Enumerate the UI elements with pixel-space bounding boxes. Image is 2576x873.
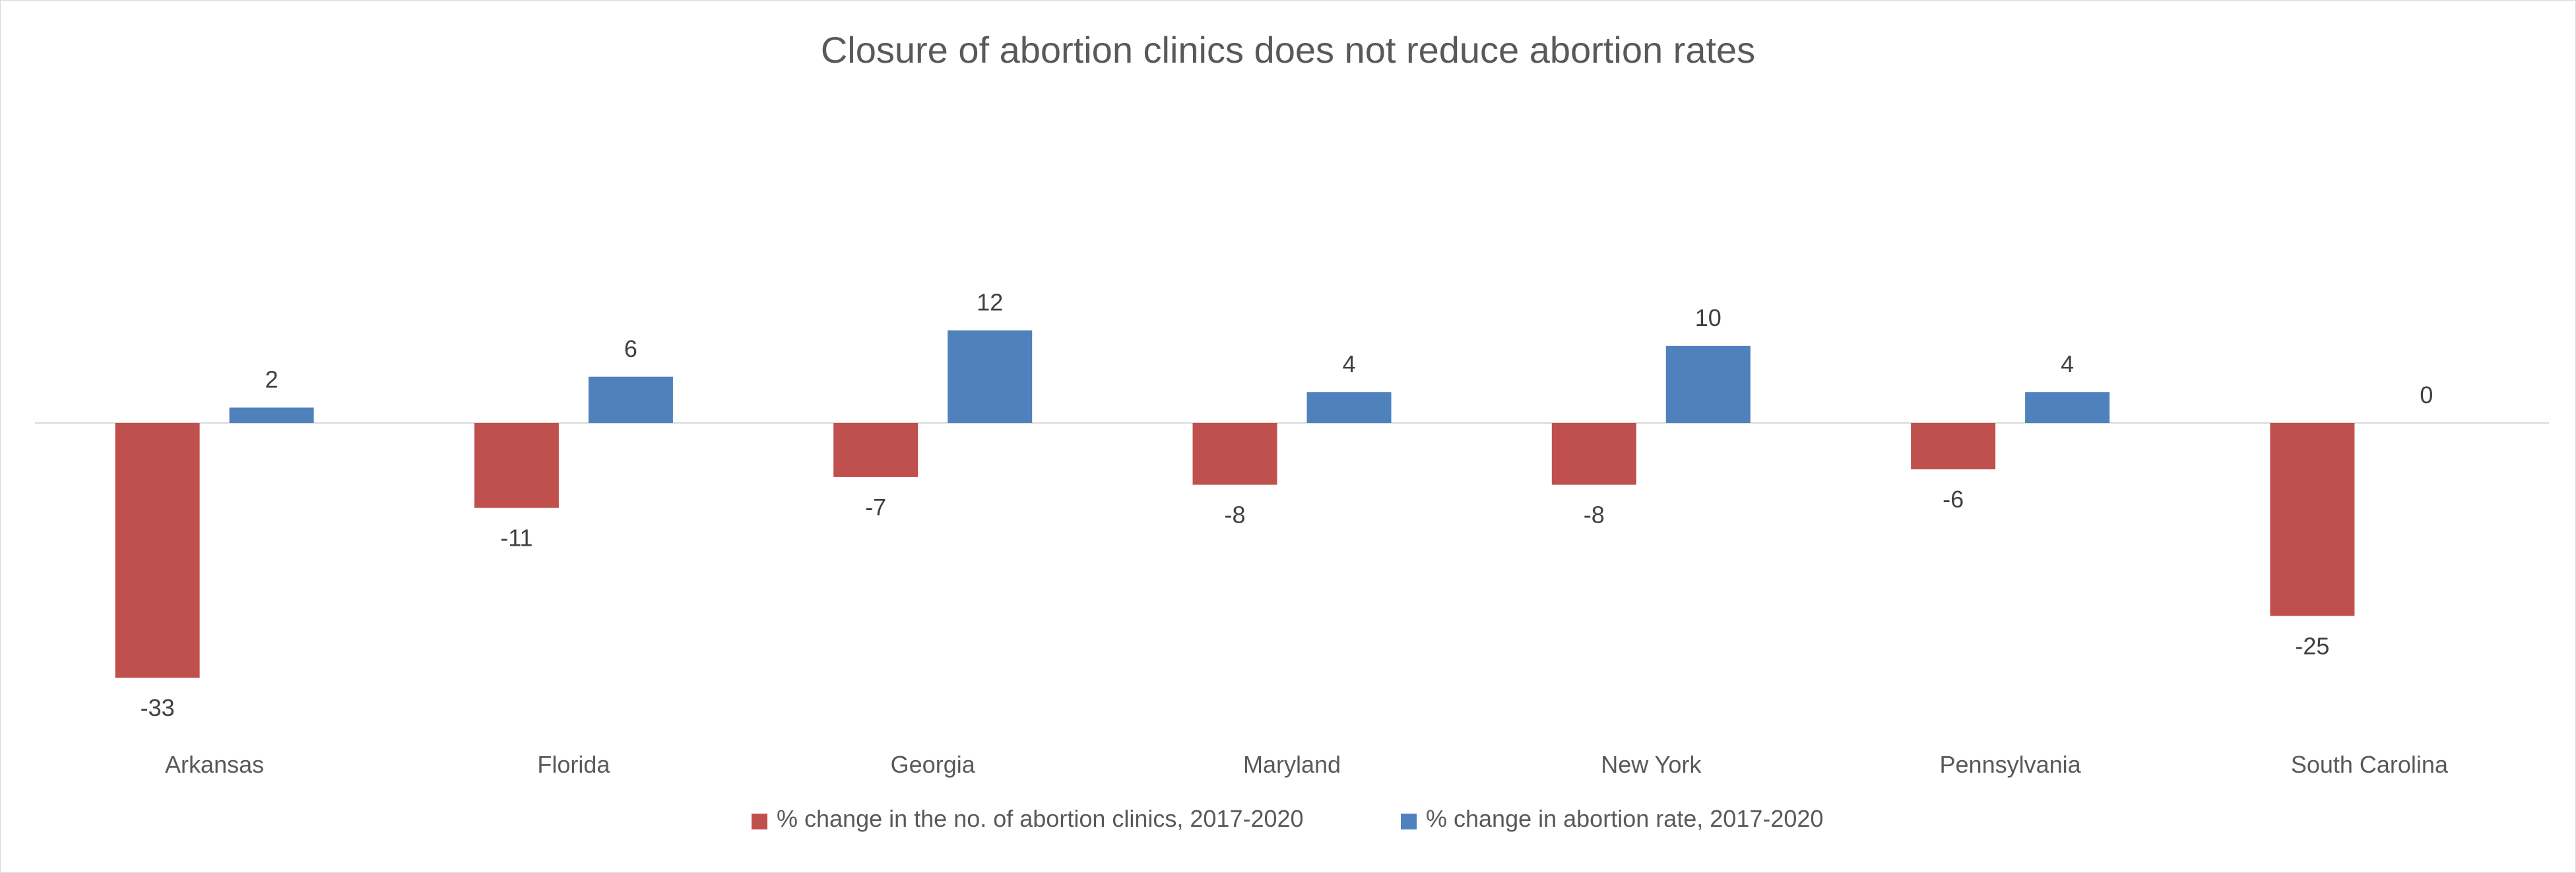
data-label-south-carolina-series-2: 0 bbox=[2420, 381, 2433, 408]
data-label-arkansas-series-2: 2 bbox=[265, 366, 278, 393]
bar-maryland-series-2 bbox=[1306, 392, 1392, 423]
chart-title: Closure of abortion clinics does not red… bbox=[821, 29, 1755, 71]
bar-south-carolina-series-1 bbox=[2270, 423, 2355, 616]
legend-swatch-series-1 bbox=[752, 814, 767, 829]
data-labels-layer: -33 2 -11 6 -7 12 -8 4 -8 10 -6 4 -25 0 bbox=[141, 289, 2433, 721]
data-label-arkansas-series-1: -33 bbox=[141, 694, 175, 721]
data-label-maryland-series-1: -8 bbox=[1224, 501, 1245, 529]
category-label-pennsylvania: Pennsylvania bbox=[1940, 751, 2082, 778]
bar-maryland-series-1 bbox=[1192, 423, 1277, 485]
category-label-new-york: New York bbox=[1601, 751, 1702, 778]
data-label-florida-series-2: 6 bbox=[624, 335, 637, 362]
data-label-new-york-series-1: -8 bbox=[1584, 501, 1605, 529]
bar-pennsylvania-series-1 bbox=[1911, 423, 1996, 470]
bar-georgia-series-2 bbox=[948, 330, 1033, 423]
legend-swatch-series-2 bbox=[1401, 814, 1417, 829]
data-label-south-carolina-series-1: -25 bbox=[2295, 632, 2329, 659]
category-labels-layer: Arkansas Florida Georgia Maryland New York Pe… bbox=[165, 751, 2449, 778]
bar-new-york-series-2 bbox=[1665, 346, 1751, 423]
bar-florida-series-1 bbox=[474, 423, 559, 508]
bar-pennsylvania-series-2 bbox=[2025, 392, 2110, 423]
data-label-georgia-series-2: 12 bbox=[977, 289, 1003, 316]
data-label-pennsylvania-series-2: 4 bbox=[2061, 350, 2074, 377]
data-label-georgia-series-1: -7 bbox=[865, 494, 886, 521]
bar-florida-series-2 bbox=[588, 376, 673, 423]
data-label-maryland-series-2: 4 bbox=[1342, 350, 1355, 377]
legend: % change in the no. of abortion clinics,… bbox=[752, 805, 1823, 832]
legend-label-series-2: % change in abortion rate, 2017-2020 bbox=[1426, 805, 1823, 832]
bar-georgia-series-1 bbox=[833, 423, 918, 477]
bar-arkansas-series-1 bbox=[115, 423, 200, 678]
bar-arkansas-series-2 bbox=[229, 407, 314, 423]
category-label-south-carolina: South Carolina bbox=[2291, 751, 2449, 778]
legend-label-series-1: % change in the no. of abortion clinics,… bbox=[777, 805, 1304, 832]
bar-new-york-series-1 bbox=[1551, 423, 1636, 485]
data-label-pennsylvania-series-1: -6 bbox=[1943, 486, 1964, 513]
category-label-maryland: Maryland bbox=[1243, 751, 1341, 778]
category-label-georgia: Georgia bbox=[891, 751, 976, 778]
bars-layer bbox=[115, 330, 2355, 678]
category-label-arkansas: Arkansas bbox=[165, 751, 264, 778]
data-label-new-york-series-2: 10 bbox=[1695, 304, 1722, 331]
data-label-florida-series-1: -11 bbox=[500, 525, 532, 552]
category-label-florida: Florida bbox=[537, 751, 610, 778]
